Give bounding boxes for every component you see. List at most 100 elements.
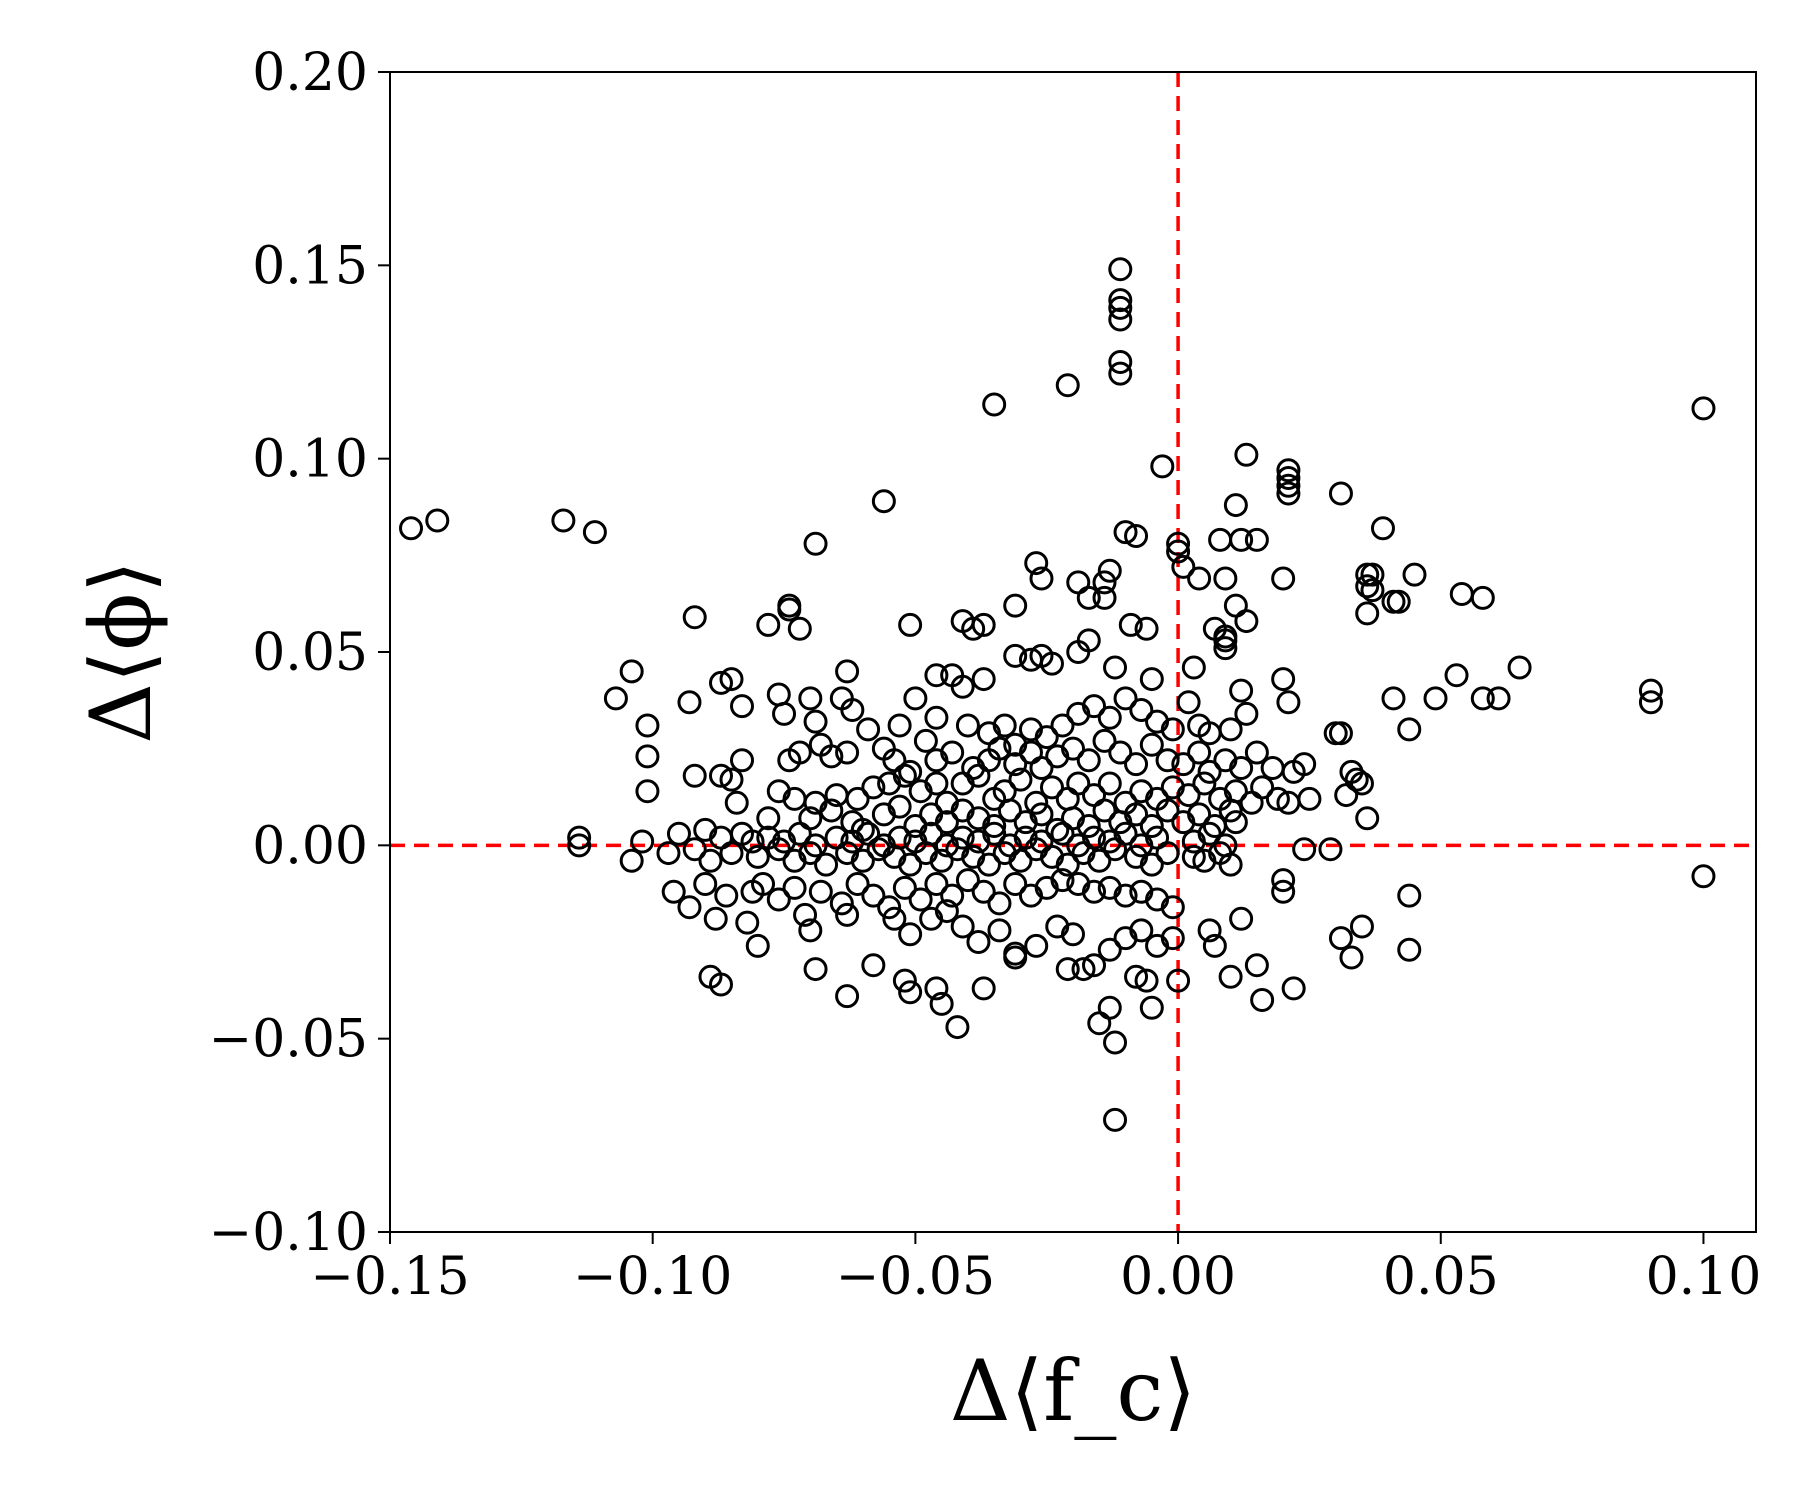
- data-point: [793, 902, 818, 927]
- data-point: [1250, 775, 1275, 800]
- data-point: [798, 918, 823, 943]
- data-point: [1444, 663, 1469, 688]
- data-point: [940, 883, 965, 908]
- data-point: [1003, 593, 1028, 618]
- data-point: [740, 829, 765, 854]
- data-point: [1218, 852, 1243, 877]
- data-point: [1638, 678, 1663, 703]
- data-point: [1370, 516, 1395, 541]
- data-point: [1328, 926, 1353, 951]
- data-point: [1229, 527, 1254, 552]
- data-point: [1134, 968, 1159, 993]
- x-tick-label: −0.05: [836, 1247, 995, 1307]
- data-point: [787, 821, 812, 846]
- scatter-points: [399, 257, 1716, 1132]
- data-point: [1039, 775, 1064, 800]
- y-tick-label: 0.05: [252, 623, 368, 683]
- data-point: [766, 887, 791, 912]
- data-point: [1265, 786, 1290, 811]
- data-point: [924, 872, 949, 896]
- data-point: [1360, 578, 1385, 603]
- data-point: [1234, 442, 1259, 467]
- data-point: [1039, 651, 1064, 676]
- data-point: [1113, 883, 1138, 908]
- data-point: [845, 786, 870, 811]
- data-point: [1292, 837, 1317, 862]
- data-point: [1029, 802, 1054, 827]
- data-point: [1234, 609, 1259, 634]
- data-point: [782, 875, 807, 900]
- data-point: [1066, 771, 1091, 796]
- data-point: [1192, 771, 1217, 796]
- y-tick-label: 0.10: [252, 430, 368, 490]
- data-point: [1349, 914, 1374, 939]
- x-axis-ticks: −0.15 −0.10 −0.05 0.00 0.05 0.10: [310, 1232, 1761, 1307]
- data-point: [1355, 806, 1380, 831]
- data-point: [1113, 686, 1138, 711]
- data-point: [1061, 736, 1085, 761]
- data-point: [845, 872, 870, 896]
- data-point: [976, 852, 1001, 877]
- data-point: [1024, 790, 1049, 815]
- data-point: [1029, 566, 1054, 591]
- data-point: [1071, 957, 1096, 982]
- data-point: [1181, 844, 1206, 869]
- data-point: [1223, 810, 1248, 835]
- y-tick-label: 0.15: [252, 236, 368, 296]
- data-point: [1386, 589, 1411, 614]
- data-point: [1092, 570, 1117, 595]
- data-point: [682, 837, 707, 862]
- data-point: [1139, 732, 1164, 757]
- reference-lines: [390, 72, 1756, 1232]
- data-point: [1229, 906, 1254, 931]
- data-point: [1097, 771, 1122, 796]
- data-point: [1155, 748, 1180, 773]
- data-point: [1160, 926, 1185, 951]
- data-point: [1271, 667, 1296, 692]
- data-point: [924, 976, 949, 1001]
- data-point: [929, 991, 954, 1016]
- data-point: [1691, 396, 1716, 421]
- data-point: [1244, 953, 1269, 978]
- data-point: [1318, 837, 1343, 862]
- data-point: [656, 841, 681, 866]
- data-point: [698, 848, 723, 873]
- data-point: [934, 810, 959, 835]
- data-point: [882, 906, 907, 931]
- data-point: [1218, 717, 1243, 742]
- data-point: [1213, 624, 1238, 649]
- data-point: [803, 957, 828, 982]
- data-point: [1276, 466, 1301, 490]
- y-tick-label: −0.05: [209, 1010, 368, 1070]
- data-point: [803, 709, 828, 734]
- data-point: [992, 713, 1017, 738]
- data-point: [1360, 562, 1385, 587]
- data-point: [887, 713, 912, 738]
- data-point: [892, 968, 917, 993]
- data-point: [887, 794, 912, 819]
- data-point: [1124, 802, 1149, 827]
- data-point: [850, 848, 875, 873]
- data-point: [1108, 288, 1133, 313]
- data-point: [1092, 728, 1117, 753]
- data-point: [787, 740, 812, 765]
- data-point: [1276, 690, 1301, 715]
- data-point: [719, 667, 744, 692]
- data-point: [1197, 821, 1222, 846]
- data-point: [1349, 771, 1374, 796]
- data-point: [971, 879, 996, 904]
- data-point: [987, 891, 1012, 916]
- data-point: [1076, 628, 1101, 653]
- data-point: [1234, 701, 1259, 726]
- x-tick-label: −0.10: [573, 1247, 732, 1307]
- data-point: [756, 806, 781, 831]
- data-point: [399, 516, 424, 541]
- data-point: [1397, 717, 1422, 742]
- data-point: [971, 667, 996, 692]
- data-point: [1276, 473, 1301, 498]
- data-point: [1108, 257, 1133, 282]
- data-point: [1124, 524, 1149, 548]
- data-point: [603, 686, 628, 711]
- data-point: [1108, 361, 1133, 386]
